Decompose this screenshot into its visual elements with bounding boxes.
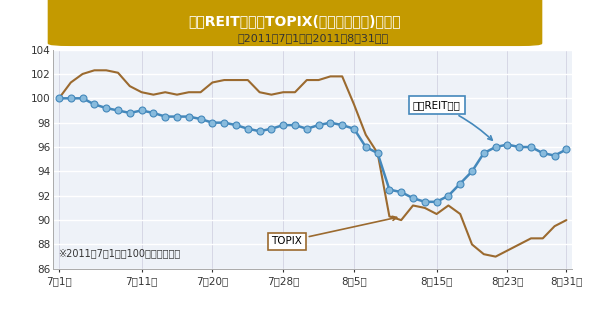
Text: TOPIX: TOPIX	[271, 216, 396, 246]
Text: 東証REIT指数とTOPIX(東証株価指数)の推移: 東証REIT指数とTOPIX(東証株価指数)の推移	[189, 15, 401, 28]
FancyBboxPatch shape	[48, 0, 542, 45]
Text: （2011年7月1日～2011年8月31日）: （2011年7月1日～2011年8月31日）	[237, 33, 388, 43]
Text: 東証REIT指数: 東証REIT指数	[413, 100, 492, 140]
Text: ※2011年7月1日を100として指数化: ※2011年7月1日を100として指数化	[58, 248, 181, 258]
